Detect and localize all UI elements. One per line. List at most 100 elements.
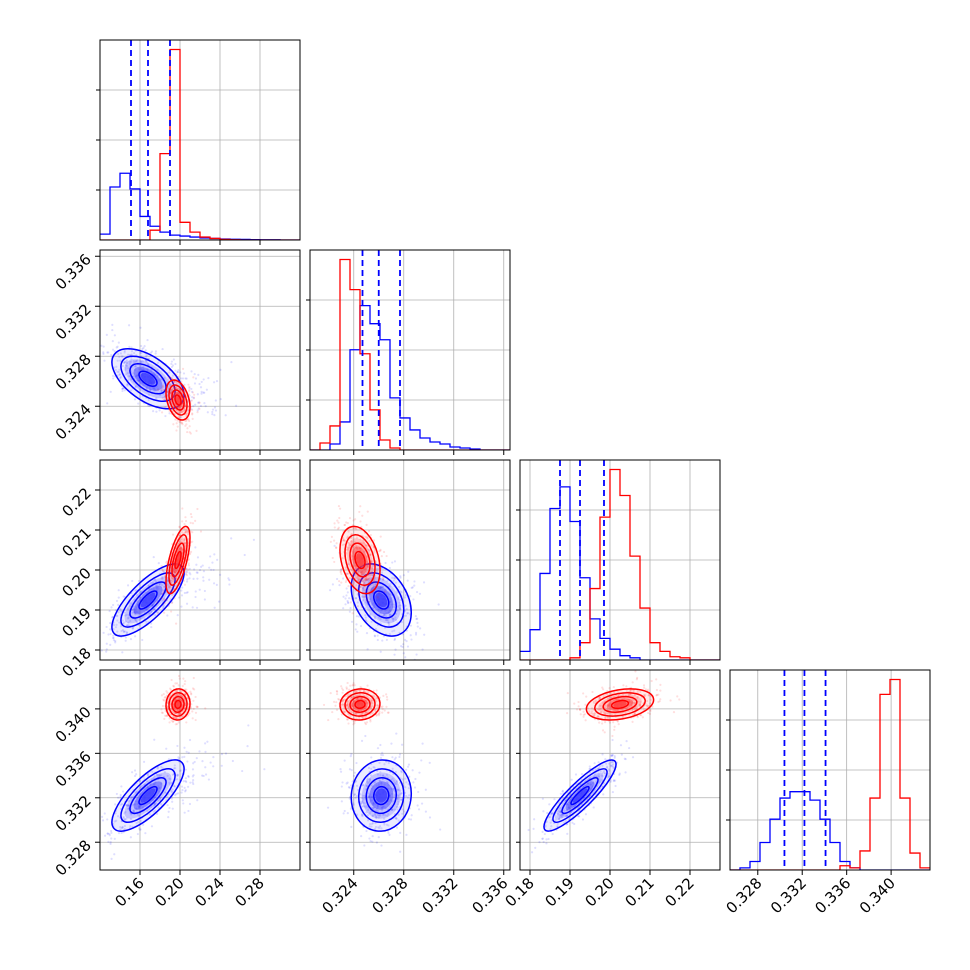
scatter-point [152,556,155,559]
scatter-point [385,638,388,641]
scatter-point [133,351,136,355]
scatter-point [335,692,339,696]
scatter-point [400,591,403,594]
scatter-point [346,521,349,525]
scatter-point [189,552,192,555]
scatter-point [370,825,373,828]
scatter-point [382,578,385,581]
scatter-point [109,628,112,631]
scatter-point [126,384,129,387]
scatter-point [588,767,591,770]
scatter-point [358,510,361,514]
scatter-point [636,676,639,680]
scatter-point [359,578,362,582]
scatter-point [610,754,614,757]
scatter-point [591,712,594,715]
scatter-point [135,589,138,592]
scatter-point [162,570,165,573]
scatter-point [144,355,148,358]
scatter-point [364,619,367,622]
scatter-point [181,507,184,510]
scatter-point [341,556,344,560]
scatter-point [599,770,602,773]
scatter-point [106,351,109,354]
scatter-point [110,829,113,833]
scatter-point [416,625,419,628]
scatter-point [355,545,359,548]
scatter-point [627,694,630,697]
scatter-point [357,708,360,712]
scatter-point [171,593,174,597]
scatter-point [194,403,197,406]
scatter-point [365,721,369,724]
scatter-point [366,781,369,784]
scatter-point [378,825,382,828]
scatter-point [113,837,116,840]
scatter-point [350,784,353,787]
scatter-point [148,808,151,811]
scatter-point [598,764,601,768]
scatter-point [179,548,183,551]
scatter-point [385,823,389,826]
scatter-point [176,774,179,777]
scatter-point [601,764,604,767]
scatter-point [197,401,200,404]
scatter-point [141,365,145,369]
scatter-point [368,795,371,799]
scatter-point [116,815,120,818]
scatter-point [348,797,351,800]
scatter-point [383,613,386,617]
scatter-point [647,693,650,697]
scatter-point [346,812,349,815]
scatter-point [173,767,176,770]
scatter-point [369,707,373,710]
scatter-point [386,579,389,583]
scatter-point [612,685,615,689]
scatter-point [133,635,137,638]
scatter-point [411,769,414,772]
scatter-point [418,771,421,774]
scatter-point [123,360,126,363]
scatter-point [597,775,601,778]
scatter-point [599,711,603,714]
scatter-point [385,619,388,622]
scatter-point [378,712,381,715]
scatter-point [163,397,166,401]
scatter-point [168,412,171,415]
scatter-point [176,371,179,374]
scatter-point [187,564,190,567]
scatter-point [195,563,198,566]
contour-line [129,363,167,395]
scatter-point [337,526,340,529]
scatter-point [370,699,373,702]
scatter-point [91,823,93,825]
scatter-point [115,599,119,603]
scatter-point [385,705,388,708]
contour-line [138,370,158,388]
scatter-point [350,753,353,756]
scatter-point [566,832,569,835]
scatter-point [105,333,108,336]
scatter-point [373,806,376,809]
scatter-point [168,585,171,589]
scatter-point [360,570,363,573]
scatter-point [369,699,373,703]
scatter-point [157,799,160,802]
scatter-point [105,650,108,653]
scatter-point [167,810,170,813]
scatter-point [573,822,576,826]
scatter-point [180,589,183,592]
scatter-point [115,346,118,349]
scatter-point [346,703,349,706]
scatter-point [100,649,103,652]
scatter-point [358,580,361,583]
scatter-point [134,375,137,378]
y-tick-label: 0.22 [58,484,94,520]
scatter-point [110,857,113,860]
scatter-point [142,384,145,387]
scatter-point [141,368,144,371]
scatter-point [160,389,163,392]
scatter-point [625,685,628,688]
scatter-point [400,743,404,746]
scatter-point [594,700,598,703]
